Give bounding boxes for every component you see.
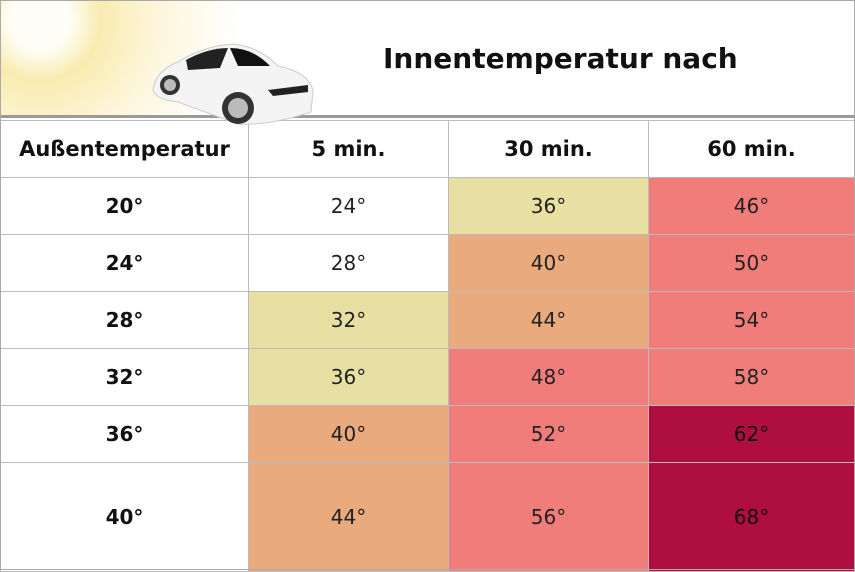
inside-temp-cell: 46° xyxy=(648,177,855,235)
table-row: 32° 36° 48° 58° xyxy=(0,348,855,406)
inside-temp-cell: 62° xyxy=(648,405,855,463)
table-row: 24° 28° 40° 50° xyxy=(0,234,855,292)
outside-temp: 40° xyxy=(0,462,249,572)
inside-temp-cell: 44° xyxy=(248,462,449,572)
car-image xyxy=(152,43,314,125)
outside-temp: 20° xyxy=(0,177,249,235)
inside-temp-cell: 24° xyxy=(248,177,449,235)
header-outside: Außentemperatur xyxy=(0,120,249,178)
outside-temp: 24° xyxy=(0,234,249,292)
inside-temp-cell: 54° xyxy=(648,291,855,349)
inside-temp-cell: 28° xyxy=(248,234,449,292)
outside-temp: 36° xyxy=(0,405,249,463)
inside-temp-cell: 40° xyxy=(248,405,449,463)
table-row: 40° 44° 56° 68° xyxy=(0,462,855,572)
inside-temp-cell: 52° xyxy=(448,405,649,463)
inside-temp-cell: 44° xyxy=(448,291,649,349)
inside-temp-cell: 32° xyxy=(248,291,449,349)
header-30min: 30 min. xyxy=(448,120,649,178)
inside-temp-cell: 56° xyxy=(448,462,649,572)
page-title: Innentemperatur nach xyxy=(383,42,738,75)
header-banner xyxy=(0,0,855,118)
outside-temp: 28° xyxy=(0,291,249,349)
inside-temp-cell: 58° xyxy=(648,348,855,406)
table-row: 20° 24° 36° 46° xyxy=(0,177,855,235)
inside-temp-cell: 50° xyxy=(648,234,855,292)
inside-temp-cell: 68° xyxy=(648,462,855,572)
temperature-table: Außentemperatur 5 min. 30 min. 60 min. 2… xyxy=(0,120,855,572)
table-row: 28° 32° 44° 54° xyxy=(0,291,855,349)
inside-temp-cell: 40° xyxy=(448,234,649,292)
outside-temp: 32° xyxy=(0,348,249,406)
inside-temp-cell: 36° xyxy=(248,348,449,406)
table-row: 36° 40° 52° 62° xyxy=(0,405,855,463)
header-60min: 60 min. xyxy=(648,120,855,178)
table-header-row: Außentemperatur 5 min. 30 min. 60 min. xyxy=(0,120,855,178)
